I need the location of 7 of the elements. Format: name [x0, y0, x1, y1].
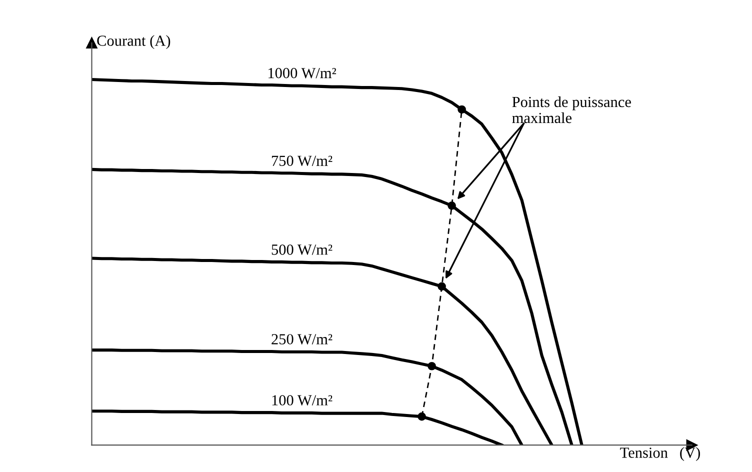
series-label: 250 W/m² [272, 334, 332, 344]
series-label: 750 W/m² [272, 156, 332, 166]
annotation: Points de puissance maximale [512, 96, 631, 124]
series-label: 500 W/m² [272, 244, 332, 255]
series-label: 1000 W/m² [268, 68, 336, 78]
series-label: 100 W/m² [272, 395, 332, 406]
y-axis-title: Courant (A) [97, 35, 170, 49]
